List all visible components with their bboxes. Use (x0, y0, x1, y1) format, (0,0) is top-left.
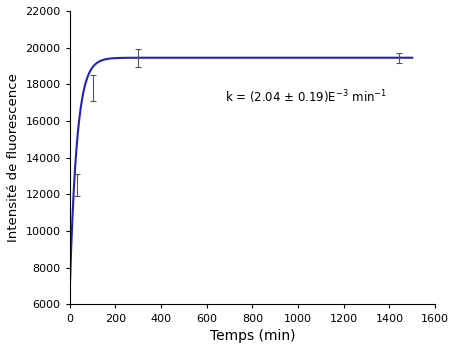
Y-axis label: Intensité de fluorescence: Intensité de fluorescence (7, 73, 20, 242)
X-axis label: Temps (min): Temps (min) (209, 329, 294, 343)
Text: k = (2.04 $\pm$ 0.19)E$^{-3}$ min$^{-1}$: k = (2.04 $\pm$ 0.19)E$^{-3}$ min$^{-1}$ (224, 89, 386, 106)
